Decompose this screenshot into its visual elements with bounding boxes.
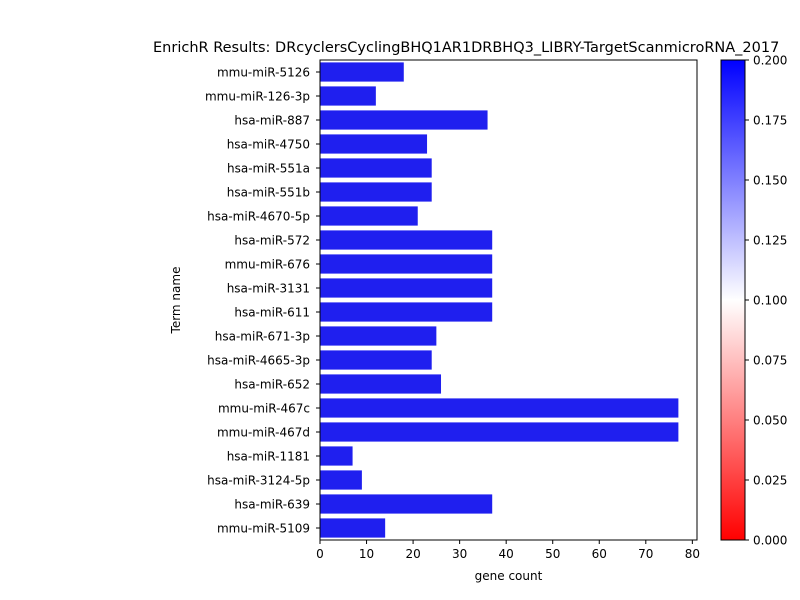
x-tick-label: 40 bbox=[499, 547, 514, 561]
y-tick-label: mmu-miR-467c bbox=[218, 402, 310, 416]
x-tick-label: 80 bbox=[685, 547, 700, 561]
y-tick-labels: mmu-miR-5126 mmu-miR-126-3p hsa-miR-887 hsa… bbox=[205, 66, 320, 536]
bar-mmu-miR-467d bbox=[320, 422, 679, 442]
y-tick-label: mmu-miR-5109 bbox=[217, 522, 310, 536]
bar-hsa-miR-1181 bbox=[320, 446, 353, 466]
bar-mmu-miR-676 bbox=[320, 254, 493, 274]
y-tick-label: hsa-miR-572 bbox=[234, 234, 310, 248]
y-tick-label: hsa-miR-4750 bbox=[227, 138, 310, 152]
bar-hsa-miR-887 bbox=[320, 110, 488, 130]
y-tick-label: hsa-miR-671-3p bbox=[215, 330, 310, 344]
bar-hsa-miR-4670-5p bbox=[320, 206, 418, 226]
x-tick-label: 0 bbox=[316, 547, 324, 561]
y-tick-label: hsa-miR-1181 bbox=[227, 450, 310, 464]
chart-title: EnrichR Results: DRcyclersCyclingBHQ1AR1… bbox=[153, 40, 779, 56]
colorbar-tick-label: 0.100 bbox=[753, 294, 787, 308]
bar-hsa-miR-671-3p bbox=[320, 326, 437, 346]
colorbar-tick-labels: 0.000 0.025 0.050 0.075 0.100 0.125 0.150 0.175… bbox=[745, 54, 787, 548]
x-tick-label: 10 bbox=[359, 547, 374, 561]
bar-hsa-miR-572 bbox=[320, 230, 493, 250]
x-tick-label: 50 bbox=[545, 547, 560, 561]
y-tick-label: hsa-miR-3124-5p bbox=[207, 474, 310, 488]
y-tick-label: hsa-miR-887 bbox=[234, 114, 310, 128]
x-tick-labels: 0 10 20 30 40 50 60 70 80 bbox=[316, 540, 700, 561]
bar-hsa-miR-4665-3p bbox=[320, 350, 432, 370]
y-tick-label: hsa-miR-4670-5p bbox=[207, 210, 310, 224]
bar-hsa-miR-611 bbox=[320, 302, 493, 322]
y-tick-label: mmu-miR-676 bbox=[225, 258, 310, 272]
x-axis-label: gene count bbox=[475, 569, 543, 583]
colorbar-tick-label: 0.175 bbox=[753, 114, 787, 128]
colorbar-tick-label: 0.050 bbox=[753, 414, 787, 428]
y-tick-label: hsa-miR-4665-3p bbox=[207, 354, 310, 368]
y-tick-label: hsa-miR-639 bbox=[234, 498, 310, 512]
y-tick-label: hsa-miR-551a bbox=[227, 162, 310, 176]
bar-hsa-miR-652 bbox=[320, 374, 442, 394]
colorbar-tick-label: 0.125 bbox=[753, 234, 787, 248]
colorbar bbox=[720, 59, 746, 541]
bar-hsa-miR-4750 bbox=[320, 134, 428, 154]
colorbar-tick-label: 0.075 bbox=[753, 354, 787, 368]
y-tick-label: hsa-miR-3131 bbox=[227, 282, 310, 296]
colorbar-tick-label: 0.025 bbox=[753, 474, 787, 488]
colorbar-tick-label: 0.200 bbox=[753, 54, 787, 68]
bar-hsa-miR-3131 bbox=[320, 278, 493, 298]
bar-hsa-miR-551a bbox=[320, 158, 432, 178]
bar-mmu-miR-5126 bbox=[320, 62, 404, 82]
y-axis-label: Term name bbox=[169, 267, 183, 335]
y-tick-label: mmu-miR-126-3p bbox=[205, 90, 310, 104]
y-tick-label: mmu-miR-467d bbox=[217, 426, 310, 440]
bar-hsa-miR-3124-5p bbox=[320, 470, 362, 490]
bar-hsa-miR-639 bbox=[320, 494, 493, 514]
bar-mmu-miR-126-3p bbox=[320, 86, 376, 106]
x-tick-label: 60 bbox=[592, 547, 607, 561]
y-tick-label: hsa-miR-551b bbox=[227, 186, 310, 200]
y-tick-label: hsa-miR-611 bbox=[234, 306, 310, 320]
colorbar-tick-label: 0.000 bbox=[753, 534, 787, 548]
bar-hsa-miR-551b bbox=[320, 182, 432, 202]
y-tick-label: hsa-miR-652 bbox=[234, 378, 310, 392]
bar-group bbox=[320, 62, 679, 538]
x-tick-label: 30 bbox=[452, 547, 467, 561]
bar-mmu-miR-467c bbox=[320, 398, 679, 418]
bar-mmu-miR-5109 bbox=[320, 518, 386, 538]
y-tick-label: mmu-miR-5126 bbox=[217, 66, 310, 80]
colorbar-tick-label: 0.150 bbox=[753, 174, 787, 188]
plot-frame bbox=[319, 59, 698, 541]
x-tick-label: 20 bbox=[405, 547, 420, 561]
x-tick-label: 70 bbox=[638, 547, 653, 561]
